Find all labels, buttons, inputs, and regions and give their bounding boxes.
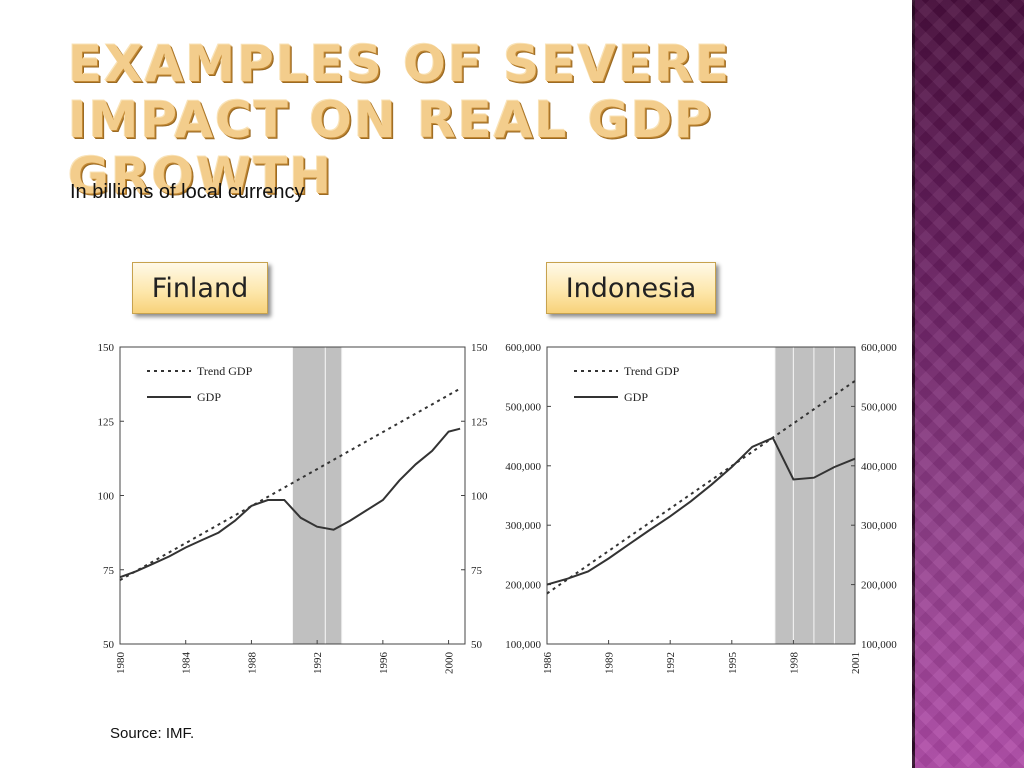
- finland-label: Finland: [132, 262, 268, 314]
- finland-x-tick-label: 1992: [312, 652, 324, 674]
- finland-y-tick-label-left: 75: [103, 565, 115, 577]
- indonesia-recession-shade: [792, 346, 815, 645]
- finland-y-tick-label-right: 150: [471, 342, 488, 354]
- finland-x-tick-label: 1980: [115, 652, 127, 675]
- finland-y-tick-label-left: 100: [98, 491, 115, 503]
- finland-recession-shade: [292, 346, 326, 645]
- indonesia-x-tick-label: 1986: [542, 652, 554, 675]
- indonesia-y-tick-label-left: 600,000: [505, 342, 541, 354]
- indonesia-y-tick-label-left: 300,000: [505, 520, 541, 532]
- indonesia-x-tick-label: 1992: [665, 652, 677, 674]
- indonesia-series-gdp: [546, 436, 856, 586]
- finland-x-tick-label: 1984: [181, 652, 193, 675]
- indonesia-y-tick-label-right: 500,000: [861, 401, 897, 413]
- slide-title: Examples of severe impact on real GDP gr…: [68, 35, 731, 205]
- indonesia-y-tick-label-right: 100,000: [861, 639, 897, 651]
- indonesia-y-tick-label-right: 400,000: [861, 461, 897, 473]
- indonesia-label: Indonesia: [546, 262, 716, 314]
- indonesia-x-tick-label: 1989: [604, 652, 616, 675]
- indonesia-x-tick-label: 1998: [788, 652, 800, 675]
- indonesia-y-tick-label-left: 200,000: [505, 580, 541, 592]
- indonesia-recession-shade: [774, 346, 794, 645]
- indonesia-x-tick-label: 1995: [727, 652, 739, 675]
- indonesia-recession-shade: [833, 346, 856, 645]
- indonesia-legend-label: GDP: [624, 390, 648, 404]
- finland-y-tick-label-left: 50: [103, 639, 115, 651]
- finland-x-tick-label: 1988: [246, 652, 258, 675]
- indonesia-recession-shade: [813, 346, 835, 645]
- finland-x-tick-label: 1996: [378, 652, 390, 675]
- finland-y-tick-label-left: 125: [98, 416, 115, 428]
- decorative-side-band: [912, 0, 1024, 768]
- finland-y-tick-label-right: 75: [471, 565, 483, 577]
- finland-x-tick-label: 2000: [444, 652, 456, 675]
- indonesia-x-tick-label: 2001: [850, 652, 862, 674]
- finland-series-trend-gdp: [119, 387, 461, 581]
- finland-y-tick-label-left: 150: [98, 342, 115, 354]
- finland-legend-label: GDP: [197, 390, 221, 404]
- indonesia-plot-frame: [546, 346, 856, 645]
- finland-y-tick-label-right: 50: [471, 639, 483, 651]
- indonesia-y-tick-label-right: 300,000: [861, 520, 897, 532]
- finland-y-tick-label-right: 125: [471, 416, 488, 428]
- indonesia-y-tick-label-right: 200,000: [861, 580, 897, 592]
- indonesia-y-tick-label-left: 500,000: [505, 401, 541, 413]
- source-note: Source: IMF.: [110, 725, 195, 742]
- indonesia-legend-label: Trend GDP: [624, 364, 680, 378]
- finland-y-tick-label-right: 100: [471, 491, 488, 503]
- finland-series-gdp: [119, 427, 461, 579]
- indonesia-y-tick-label-right: 600,000: [861, 342, 897, 354]
- slide-subtitle: In billions of local currency: [70, 181, 305, 203]
- indonesia-y-tick-label-left: 100,000: [505, 639, 541, 651]
- finland-legend-label: Trend GDP: [197, 364, 253, 378]
- indonesia-y-tick-label-left: 400,000: [505, 461, 541, 473]
